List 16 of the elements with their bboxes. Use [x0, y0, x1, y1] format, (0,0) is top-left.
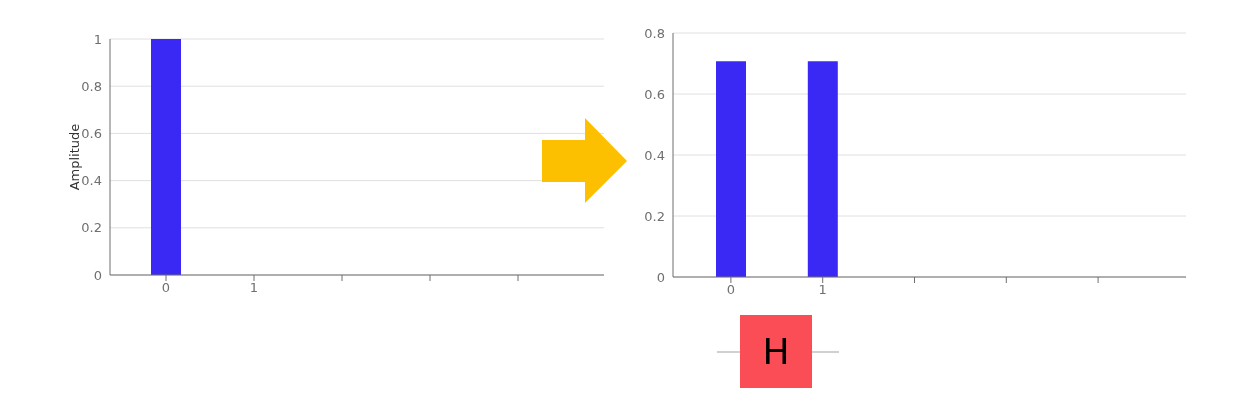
y-tick-label: 0.6	[644, 86, 665, 102]
y-tick-label: 0.6	[81, 126, 102, 142]
y-tick-label: 0.8	[81, 78, 102, 94]
y-tick-label: 0.2	[644, 208, 665, 224]
x-tick-label: 0	[161, 280, 171, 296]
x-tick-label: 1	[249, 280, 259, 296]
y-axis-title: Amplitude	[66, 123, 82, 191]
x-tick-label: 1	[818, 282, 827, 298]
y-tick-label: 0	[656, 269, 665, 285]
y-tick-label: 0.4	[644, 147, 665, 163]
x-tick-label: 0	[726, 282, 736, 298]
y-tick-label: 0	[93, 267, 102, 283]
y-tick-label: 0.2	[81, 220, 102, 236]
y-tick-label: 1	[93, 31, 102, 47]
y-tick-label: 0.8	[644, 25, 665, 41]
y-tick-label: 0.4	[81, 173, 102, 189]
